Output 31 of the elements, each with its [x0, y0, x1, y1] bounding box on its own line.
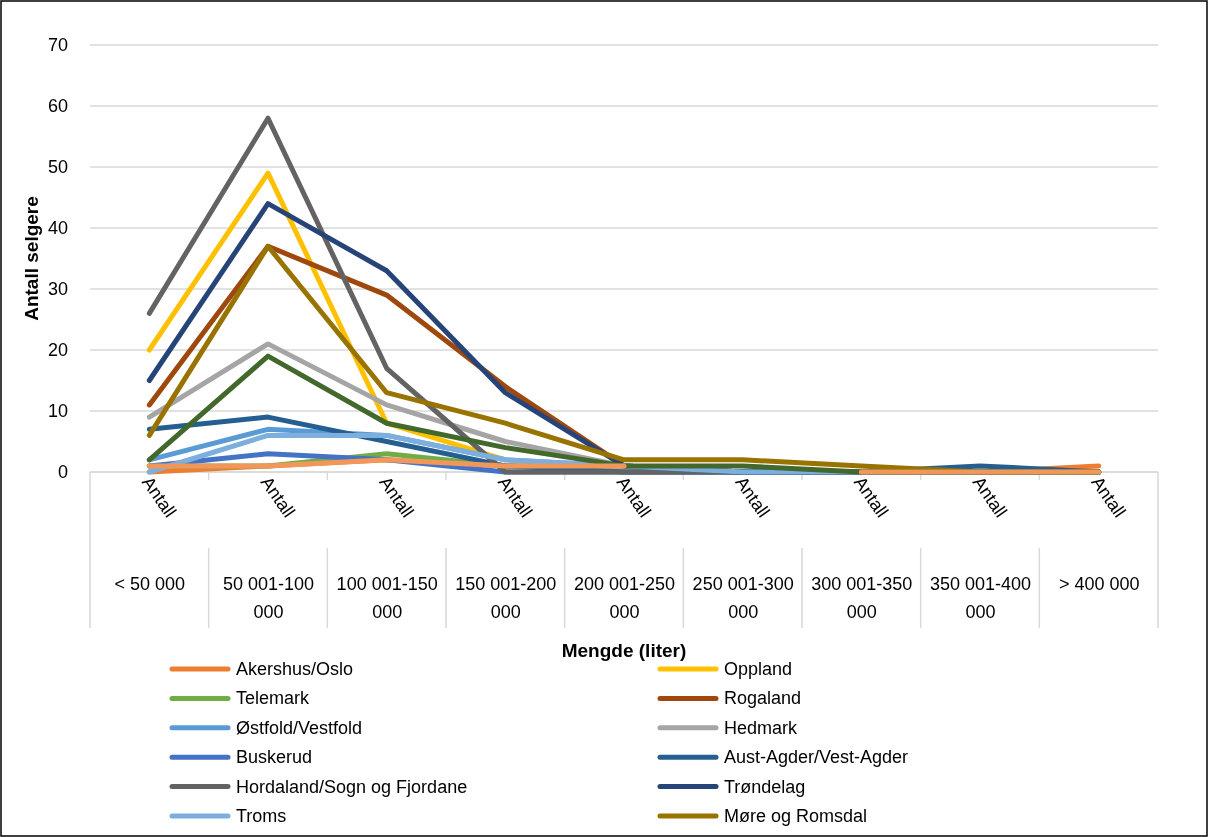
y-tick-label: 20	[47, 340, 68, 361]
y-tick-label: 0	[57, 462, 68, 483]
legend-label: Telemark	[236, 688, 311, 709]
x-tick-label: < 50 000	[114, 574, 186, 594]
legend-label: Rogaland	[724, 688, 802, 709]
x-tick-label: 150 001-200 000	[455, 574, 557, 622]
y-tick-label: 50	[47, 157, 68, 178]
legend-label: Hedmark	[724, 717, 799, 738]
y-tick-label: 60	[47, 96, 68, 117]
legend-label: Troms	[236, 806, 287, 826]
y-axis-title: Antall selgere	[21, 196, 42, 321]
legend-label: Østfold/Vestfold	[236, 717, 363, 738]
x-tick-label: 350 001-400 000	[929, 574, 1032, 622]
y-tick-label: 70	[47, 35, 68, 56]
x-tick-label: 200 001-250 000	[573, 574, 676, 622]
legend-label: Møre og Romsdal	[724, 806, 868, 826]
x-tick-label: 250 001-300 000	[692, 574, 794, 622]
y-tick-label: 10	[47, 401, 68, 422]
x-tick-label: 300 001-350 000	[811, 574, 913, 622]
y-tick-label: 30	[47, 279, 68, 300]
legend-label: Hordaland/Sogn og Fjordane	[236, 776, 468, 797]
x-axis-title: Mengde (liter)	[561, 640, 687, 661]
legend-label: Trøndelag	[724, 776, 806, 797]
legend-label: Buskerud	[236, 747, 313, 768]
x-tick-label: 100 001-150 000	[336, 574, 438, 622]
legend-label: Aust-Agder/Vest-Agder	[724, 747, 909, 768]
legend-label: Akershus/Oslo	[236, 659, 354, 679]
x-tick-label: 50 001-100 000	[222, 574, 315, 622]
y-tick-label: 40	[47, 218, 68, 239]
x-tick-label: > 400 000	[1058, 574, 1140, 594]
legend-label: Oppland	[724, 659, 793, 679]
